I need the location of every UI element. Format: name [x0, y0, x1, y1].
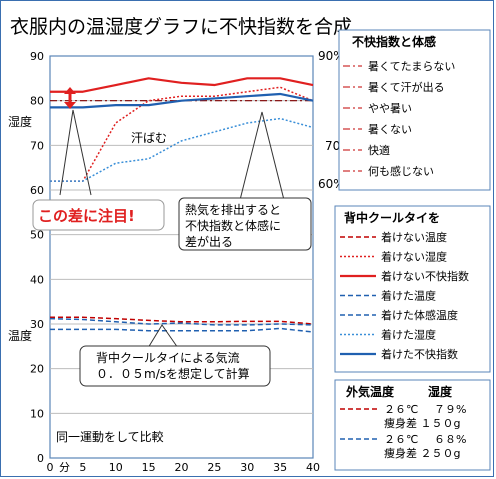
- y-tick-label: 10: [30, 407, 44, 420]
- conditions-header-temp: 外気温度: [346, 384, 395, 399]
- x-axis-ticks: 0 5 10 15 20 25 30 35 40: [47, 461, 321, 474]
- chart-title: 衣服内の温湿度グラフに不快指数を合成: [10, 16, 352, 38]
- condition-humidity: ７９%: [434, 403, 466, 416]
- discomfort-level-label: 快適: [368, 143, 390, 157]
- legend-label: 着けない不快指数: [381, 269, 469, 283]
- flow-note-box: [79, 345, 271, 387]
- y-tick-label: 20: [30, 363, 44, 376]
- discomfort-level-label: 何も感じない: [368, 165, 434, 178]
- legend-label: 着けた湿度: [381, 328, 436, 342]
- x-tick-label: 15: [142, 461, 156, 474]
- y-tick-label: 70: [30, 139, 44, 152]
- flow-note-line-2: ０．０５m/sを想定して計算: [96, 366, 250, 381]
- plot-area: 0 10 20 30 40 50 60 70 80 90 0 5 10 15 20 25 30 35 40: [30, 50, 320, 474]
- series-line: [50, 92, 314, 109]
- series-legend: 背中クールタイを 着けない温度着けない湿度着けない不快指数着けた温度着けた体感温…: [334, 205, 491, 373]
- series-line: [50, 77, 314, 93]
- x-tick-label: 35: [273, 461, 287, 474]
- series-line: [50, 86, 314, 182]
- series-legend-title: 背中クールタイを: [344, 210, 440, 225]
- y-tick-label: 80: [30, 95, 44, 108]
- heat-note-line-1: 熱気を排出すると: [185, 202, 281, 217]
- condition-diff: 痩身差 １５０g: [384, 416, 460, 430]
- x-tick-label: 25: [207, 461, 221, 474]
- y-tick-label: 40: [30, 273, 44, 286]
- right-axis-label-60: 60%: [318, 177, 345, 191]
- x-tick-label: 10: [109, 461, 123, 474]
- series-line: [50, 327, 314, 333]
- condition-temp: ２６℃: [384, 433, 418, 446]
- x-tick-label: 5: [79, 461, 86, 474]
- x-tick-label: 30: [240, 461, 254, 474]
- discomfort-level-label: 暑くて汗が出る: [368, 80, 445, 94]
- y-tick-label: 60: [30, 184, 44, 197]
- series-line: [50, 316, 314, 325]
- condition-temp: ２６℃: [384, 403, 418, 416]
- y-tick-label: 0: [37, 452, 44, 465]
- discomfort-level-label: 暑くてたまらない: [368, 60, 455, 73]
- heat-note-box: [178, 197, 312, 251]
- flow-note-line-1: 背中クールタイによる気流: [96, 350, 240, 365]
- legend-label: 着けない温度: [381, 230, 447, 244]
- condition-diff: 痩身差 ２５０g: [384, 446, 460, 460]
- exercise-note: 同一運動をして比較: [56, 429, 164, 444]
- x-tick-label: 20: [175, 461, 189, 474]
- y-tick-label: 50: [30, 229, 44, 242]
- series-lines: [49, 77, 314, 333]
- callout-text: この差に注目!: [38, 207, 135, 225]
- x-tick-label: 0: [47, 461, 54, 474]
- legend-label: 着けない湿度: [381, 250, 447, 264]
- series-line: [49, 317, 314, 326]
- callout-box: [32, 199, 165, 231]
- series-line: [50, 117, 314, 182]
- heat-note-line-2: 不快指数と体感に: [185, 218, 281, 233]
- plot-border: [49, 55, 314, 459]
- left-axis-label-humidity: 湿度: [8, 114, 32, 129]
- discomfort-level-label: やや暑い: [368, 102, 412, 115]
- y-axis-ticks: 0 10 20 30 40 50 60 70 80 90: [30, 50, 44, 465]
- y-tick-label: 90: [30, 50, 44, 63]
- x-tick-label: 40: [306, 461, 320, 474]
- discomfort-legend-title: 不快指数と体感: [352, 34, 436, 49]
- y-tick-label: 30: [30, 318, 44, 331]
- legend-label: 着けた体感温度: [381, 308, 458, 322]
- heat-note-line-3: 差が出る: [185, 234, 233, 249]
- left-axis-label-temperature: 温度: [8, 328, 32, 343]
- difference-arrow: [64, 87, 76, 109]
- discomfort-level-label: 暑くない: [368, 123, 412, 136]
- condition-humidity: ６８%: [434, 433, 466, 446]
- x-unit-label: 分: [59, 461, 70, 474]
- legend-label: 着けた不快指数: [381, 347, 458, 361]
- sweat-note: 汗ばむ: [131, 131, 167, 145]
- conditions-header-humidity: 湿度: [428, 384, 453, 399]
- legend-label: 着けた温度: [381, 289, 436, 303]
- right-axis-label-90: 90%: [318, 49, 345, 63]
